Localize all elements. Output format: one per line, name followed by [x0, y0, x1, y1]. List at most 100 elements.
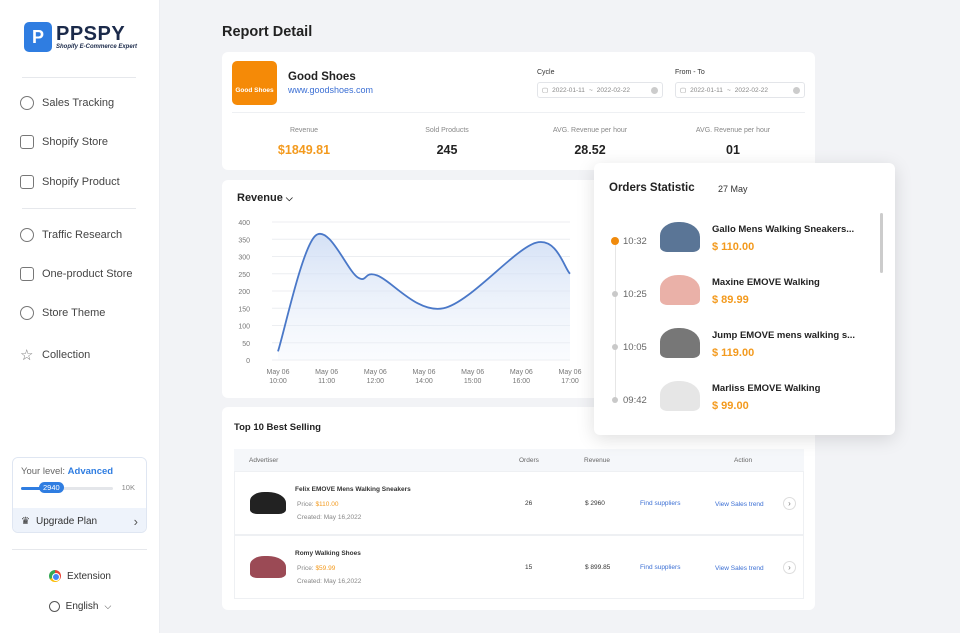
view-sales-trend-link[interactable]: View Sales trend: [715, 501, 764, 508]
created-line: Created: May 16,2022: [297, 514, 361, 521]
created-label: Created:: [297, 578, 322, 585]
level-progress-fill: [21, 487, 49, 490]
sidebar-item-one-product-store[interactable]: One-product Store: [20, 267, 133, 281]
x-tick-label: May 06 17:00: [559, 369, 582, 385]
created-label: Created:: [297, 514, 322, 521]
language-select[interactable]: English ⌵: [0, 601, 160, 612]
store-url[interactable]: www.goodshoes.com: [288, 85, 374, 95]
stat-sold: Sold Products 245: [377, 127, 517, 157]
level-max: 10K: [121, 483, 135, 492]
x-tick-label: May 06 16:00: [510, 369, 533, 385]
stat-label: Sold Products: [425, 127, 469, 134]
store-icon: [20, 135, 34, 149]
product-name[interactable]: Felix EMOVE Mens Walking Sneakers: [295, 486, 411, 493]
logo[interactable]: P PPSPY Shopify E-Commerce Expert: [24, 22, 137, 52]
chevron-right-icon[interactable]: ›: [783, 561, 796, 574]
order-item[interactable]: 10:05 Jump EMOVE mens walking s... $ 119…: [594, 325, 884, 375]
calendar-icon: ▢: [680, 87, 687, 94]
sidebar-item-collection[interactable]: ☆ Collection: [20, 346, 90, 364]
find-suppliers-link[interactable]: Find suppliers: [640, 564, 681, 571]
order-item[interactable]: 09:42 Marliss EMOVE Walking $ 99.00: [594, 378, 884, 428]
sidebar-item-store-theme[interactable]: Store Theme: [20, 306, 105, 320]
scrollbar[interactable]: [880, 213, 883, 273]
sidebar-item-label: One-product Store: [42, 268, 133, 280]
sidebar-item-traffic-research[interactable]: Traffic Research: [20, 228, 122, 242]
cycle-start: 2022-01-11: [552, 86, 585, 94]
clear-icon[interactable]: [793, 86, 800, 94]
sidebar-item-label: Collection: [42, 349, 91, 361]
sidebar-item-shopify-store[interactable]: Shopify Store: [20, 135, 108, 149]
level-progress-bar: 2940 10K: [21, 482, 135, 493]
sidebar-item-label: Traffic Research: [42, 229, 123, 241]
revenue-area: [278, 233, 570, 360]
x-tick-label: May 06 11:00: [315, 369, 338, 385]
cycle-date-picker[interactable]: ▢ 2022-01-11 ~2022-02-22: [537, 82, 663, 98]
revenue-line: [277, 232, 571, 352]
level-progress-badge: 2940: [39, 482, 64, 493]
upgrade-plan-button[interactable]: ♛ Upgrade Plan ›: [13, 508, 146, 532]
chevron-right-icon: ›: [133, 513, 138, 529]
store-logo: Good Shoes: [232, 61, 277, 105]
range-separator: ~: [726, 86, 731, 94]
clear-icon[interactable]: [651, 86, 658, 94]
product-name[interactable]: Romy Walking Shoes: [295, 550, 361, 557]
order-item[interactable]: 10:25 Maxine EMOVE Walking $ 89.99: [594, 272, 884, 322]
product-image: [660, 275, 700, 305]
range-date-picker[interactable]: ▢ 2022-01-11 ~2022-02-22: [675, 82, 805, 98]
revenue-dropdown[interactable]: Revenue ⌵: [237, 192, 293, 204]
store-card: Good Shoes Good Shoes www.goodshoes.com …: [222, 52, 815, 170]
sidebar-item-sales-tracking[interactable]: Sales Tracking: [20, 96, 114, 110]
table-row: Romy Walking Shoes Price: $59.99 Created…: [234, 535, 804, 599]
tracking-icon: [20, 96, 34, 110]
timeline-dot: [611, 237, 619, 245]
table-header: Advertiser Orders Revenue Action: [234, 449, 804, 471]
popup-date: 27 May: [718, 184, 748, 194]
orders-count: 15: [525, 564, 533, 571]
globe-icon: [48, 601, 60, 612]
chevron-right-icon[interactable]: ›: [783, 497, 796, 510]
upgrade-label: Upgrade Plan: [35, 515, 98, 527]
created-date: May 16,2022: [323, 578, 362, 585]
x-tick-label: May 06 10:00: [267, 369, 290, 385]
product-price: $110.00: [315, 501, 339, 508]
order-price: $ 89.99: [712, 294, 749, 306]
price-line: Price: $110.00: [297, 501, 338, 508]
stat-label: Revenue: [289, 127, 319, 134]
sidebar-item-label: Shopify Product: [42, 176, 120, 188]
order-item[interactable]: 10:32 Gallo Mens Walking Sneakers... $ 1…: [594, 219, 884, 269]
price-label: Price:: [297, 501, 314, 508]
product-icon: [20, 175, 34, 189]
y-tick-label: 400: [238, 220, 250, 227]
revenue-value: $ 2960: [585, 500, 605, 507]
y-tick-label: 200: [238, 289, 250, 296]
x-tick-label: May 06 12:00: [364, 369, 387, 385]
x-tick-label: May 06 14:00: [413, 369, 436, 385]
price-label: Price:: [297, 565, 314, 572]
sidebar-item-label: Shopify Store: [42, 136, 109, 148]
x-tick-label: May 06 15:00: [461, 369, 484, 385]
order-product-name: Marliss EMOVE Walking: [712, 383, 821, 394]
shopping-bag-icon: P: [24, 22, 52, 52]
divider: [22, 208, 136, 209]
popup-title: Orders Statistic: [609, 182, 695, 194]
product-image: [660, 381, 700, 411]
store-logo-text: Good Shoes: [235, 87, 274, 94]
find-suppliers-link[interactable]: Find suppliers: [640, 500, 681, 507]
order-price: $ 119.00: [712, 347, 755, 359]
language-label: English: [65, 601, 99, 612]
created-date: May 16,2022: [323, 514, 362, 521]
y-tick-label: 250: [238, 272, 250, 279]
view-sales-trend-link[interactable]: View Sales trend: [715, 565, 764, 572]
timeline-dot: [612, 397, 618, 403]
table-row: Felix EMOVE Mens Walking Sneakers Price:…: [234, 471, 804, 535]
order-time: 10:25: [623, 289, 647, 300]
star-icon: ☆: [20, 347, 34, 364]
home-icon: [20, 267, 34, 281]
pie-chart-icon: [20, 228, 34, 242]
divider: [232, 112, 805, 113]
header-revenue: Revenue: [584, 457, 611, 464]
extension-link[interactable]: Extension: [0, 570, 160, 582]
sidebar-item-shopify-product[interactable]: Shopify Product: [20, 175, 120, 189]
chrome-icon: [49, 570, 62, 582]
order-time: 10:05: [623, 342, 647, 353]
